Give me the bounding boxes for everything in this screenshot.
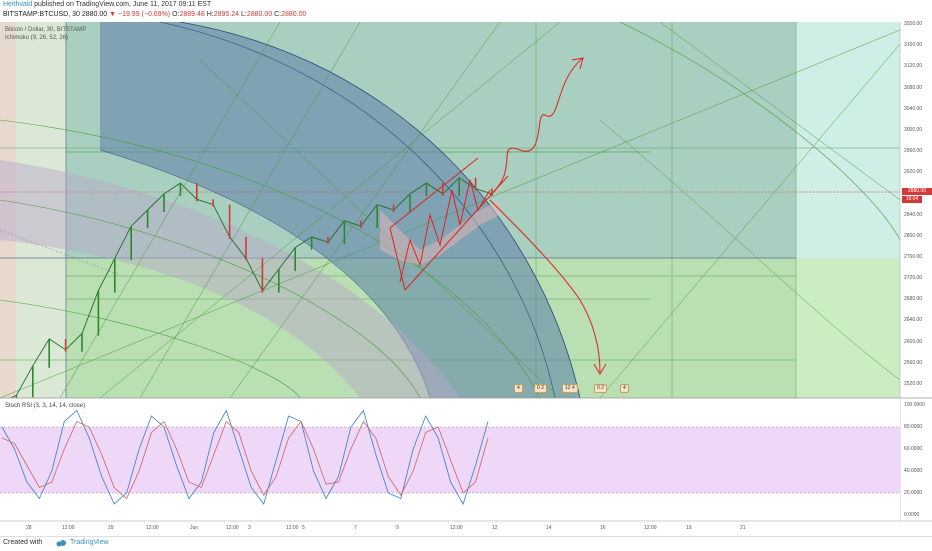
price-tick-label: 2800.00: [904, 232, 923, 239]
open-label: O:: [172, 11, 180, 18]
event-badge[interactable]: 0 2: [534, 384, 547, 393]
price-tick-label: 3160.00: [904, 42, 923, 49]
time-tick-label: 9: [396, 525, 399, 531]
time-tick-label: Jun: [190, 525, 199, 531]
low-label: L:: [241, 11, 247, 18]
stoch-tick-label: 100.0000: [904, 402, 925, 408]
price-tick-label: 3080.00: [904, 84, 923, 91]
time-tick-label: 28: [26, 525, 32, 531]
price-tick-label: 3200.00: [904, 21, 923, 27]
last-price-tag: 2880.00: [902, 188, 932, 195]
stoch-tick-label: 20.0000: [904, 490, 923, 496]
high-label: H:: [206, 11, 214, 18]
low-value: 2880.00: [246, 11, 273, 18]
price-tick-label: 2960.00: [904, 148, 923, 155]
tradingview-brand-link[interactable]: TradingView: [70, 539, 109, 546]
time-tick-label: 12:00: [146, 525, 159, 531]
time-tick-label: 12:00: [62, 525, 75, 531]
price-tick-label: 2720.00: [904, 275, 923, 282]
event-badge[interactable]: 0 2: [594, 384, 607, 393]
time-tick-label: 12:00: [450, 525, 463, 531]
time-tick-label: 7: [354, 525, 357, 531]
open-value: 2889.48: [179, 11, 205, 18]
stoch-rsi-series: [1, 409, 489, 505]
chart-header: Heithvald published on TradingView.com, …: [0, 0, 932, 22]
symbol-label: BITSTAMP:BTCUSD, 30: [3, 11, 80, 18]
author-link[interactable]: Heithvald: [3, 1, 33, 8]
bullish-arrowhead: [571, 57, 584, 70]
price-tick-label: 2680.00: [904, 296, 923, 303]
time-tick-label: 12:00: [226, 525, 239, 531]
price-change: ▼ −19.99 (−0.69%): [109, 11, 171, 18]
bullish-arrow: [489, 57, 584, 196]
tradingview-logo-icon: [56, 540, 66, 547]
stoch-tick-label: 40.0000: [904, 468, 923, 474]
event-badge[interactable]: 4: [514, 384, 523, 393]
time-tick-label: 12: [492, 525, 498, 531]
time-tick-label: 21: [740, 525, 746, 531]
ohlc-line: BITSTAMP:BTCUSD, 30 2880.00 ▼ −19.99 (−0…: [3, 11, 306, 18]
event-badge[interactable]: 12 4: [562, 384, 578, 393]
stoch-tick-label: 60.0000: [904, 446, 923, 452]
last-price: 2880.00: [81, 11, 108, 18]
close-value: 2880.00: [281, 11, 307, 18]
price-tick-label: 2600.00: [904, 338, 923, 345]
created-with-text: Created with: [3, 539, 43, 546]
publish-line: Heithvald published on TradingView.com, …: [3, 1, 211, 8]
time-tick-label: 29: [108, 525, 114, 531]
price-series: [9, 177, 493, 398]
time-tick-label: 16: [600, 525, 606, 531]
stoch-tick-label: 0.0000: [904, 512, 920, 518]
high-value: 2895.24: [213, 11, 240, 18]
price-tick-label: 2760.00: [904, 253, 923, 260]
price-tick-label: 3000.00: [904, 126, 923, 133]
time-tick-label: 14: [546, 525, 552, 531]
price-tick-label: 2840.00: [904, 211, 923, 218]
bar-countdown-tag: 19:04: [902, 196, 922, 203]
stoch-d-line: [1, 420, 489, 500]
event-badge[interactable]: 4: [620, 384, 629, 393]
price-tick-label: 2640.00: [904, 317, 923, 324]
price-tick-label: 2560.00: [904, 359, 923, 366]
time-tick-label: 3: [248, 525, 251, 531]
published-text: published on TradingView.com, June 11, 2…: [34, 1, 212, 8]
close-label: C:: [274, 11, 282, 18]
series-legend: Bitcoin / Dollar, 30, BITSTAMP: [5, 27, 87, 33]
trend-channel-drawing: [389, 157, 509, 291]
stoch-tick-label: 80.0000: [904, 424, 923, 430]
price-tick-label: 2920.00: [904, 169, 923, 176]
time-tick-label: 12:00: [286, 525, 299, 531]
price-tick-label: 3120.00: [904, 63, 923, 70]
time-tick-label: 12:00: [644, 525, 657, 531]
stoch-legend: Stoch RSI (3, 3, 14, 14, close): [5, 403, 86, 409]
ichimoku-legend: Ichimoku (9, 26, 52, 26): [5, 35, 69, 41]
time-tick-label: 19: [686, 525, 692, 531]
bearish-arrowhead: [593, 363, 607, 375]
footer: Created with TradingView: [0, 536, 932, 551]
bearish-arrow: [489, 199, 601, 373]
price-tick-label: 2520.00: [904, 381, 923, 387]
price-tick-label: 3040.00: [904, 105, 923, 112]
time-tick-label: 5: [302, 525, 305, 531]
